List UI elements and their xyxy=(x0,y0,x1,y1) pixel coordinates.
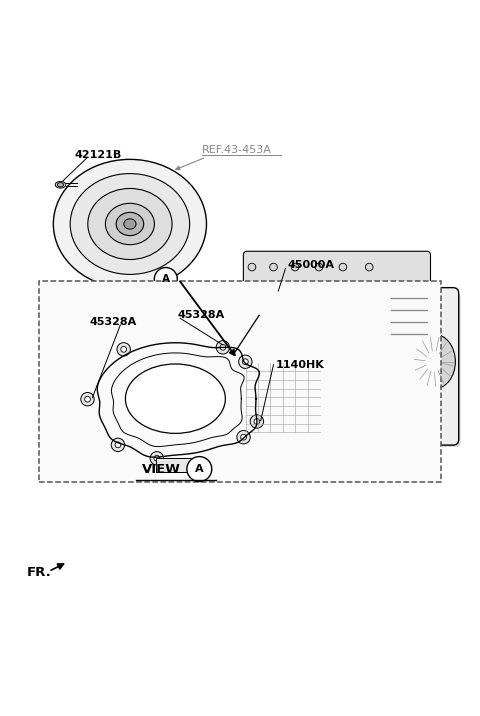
Circle shape xyxy=(150,452,164,465)
Circle shape xyxy=(248,263,256,271)
Text: 42121B: 42121B xyxy=(75,150,122,160)
Ellipse shape xyxy=(124,219,136,229)
Circle shape xyxy=(111,438,125,452)
Ellipse shape xyxy=(427,353,441,370)
Bar xyxy=(246,363,320,432)
Circle shape xyxy=(117,343,131,356)
Ellipse shape xyxy=(70,173,190,274)
Text: 45328A: 45328A xyxy=(89,317,136,327)
Text: 1140HK: 1140HK xyxy=(276,360,324,370)
Text: A: A xyxy=(162,274,170,284)
Circle shape xyxy=(154,455,160,461)
Circle shape xyxy=(242,359,248,364)
Circle shape xyxy=(81,392,94,406)
Circle shape xyxy=(216,341,229,354)
Circle shape xyxy=(250,415,264,428)
Ellipse shape xyxy=(116,213,144,236)
Text: FR.: FR. xyxy=(27,566,52,579)
Circle shape xyxy=(270,263,277,271)
Circle shape xyxy=(121,347,127,352)
Circle shape xyxy=(240,435,246,440)
Circle shape xyxy=(239,355,252,369)
Ellipse shape xyxy=(53,160,206,289)
Circle shape xyxy=(155,268,177,291)
Ellipse shape xyxy=(88,188,172,259)
Bar xyxy=(39,281,441,483)
Ellipse shape xyxy=(125,364,225,433)
Ellipse shape xyxy=(412,334,456,389)
Text: 45328A: 45328A xyxy=(178,310,225,320)
Circle shape xyxy=(237,430,250,444)
FancyBboxPatch shape xyxy=(234,288,459,445)
Text: VIEW: VIEW xyxy=(142,463,180,475)
Circle shape xyxy=(115,442,121,448)
Circle shape xyxy=(187,457,212,481)
Ellipse shape xyxy=(55,181,66,188)
Circle shape xyxy=(84,397,90,402)
Text: REF.43-453A: REF.43-453A xyxy=(202,145,272,155)
Circle shape xyxy=(254,419,260,425)
Circle shape xyxy=(365,263,373,271)
Circle shape xyxy=(315,263,323,271)
FancyBboxPatch shape xyxy=(240,294,461,447)
Circle shape xyxy=(220,344,226,350)
Ellipse shape xyxy=(106,203,155,245)
Circle shape xyxy=(339,263,347,271)
Text: A: A xyxy=(195,464,204,474)
Circle shape xyxy=(291,263,299,271)
FancyArrowPatch shape xyxy=(51,564,63,570)
Bar xyxy=(156,458,194,472)
FancyBboxPatch shape xyxy=(243,251,431,297)
Ellipse shape xyxy=(58,183,64,187)
Text: 45000A: 45000A xyxy=(288,260,335,270)
